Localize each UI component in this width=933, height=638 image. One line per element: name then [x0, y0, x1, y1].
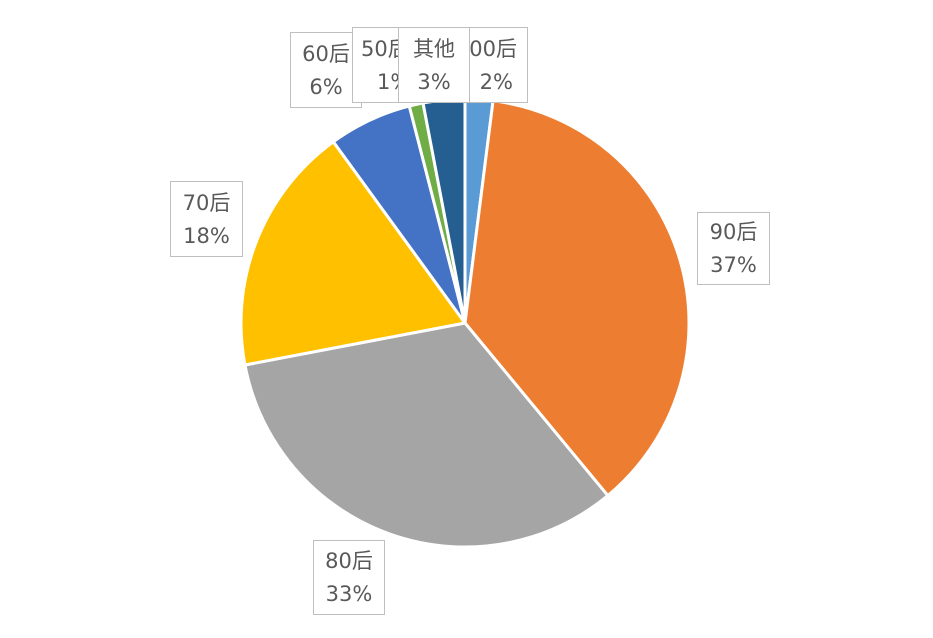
data-label-80: 80后 33%: [313, 540, 385, 615]
label-value: 2%: [479, 70, 513, 94]
data-label-60: 60后 6%: [290, 32, 362, 108]
pie-slice-2: [243, 321, 610, 549]
label-name: 00后: [469, 37, 517, 61]
label-name: 60后: [302, 42, 350, 66]
label-name: 其他: [413, 37, 455, 61]
label-value: 6%: [309, 75, 343, 99]
data-label-other: 其他 3%: [398, 27, 470, 103]
data-label-90: 90后 37%: [697, 212, 770, 285]
label-name: 90后: [709, 220, 758, 244]
pie-slice-3: [239, 139, 468, 367]
label-value: 37%: [710, 253, 757, 277]
label-value: 3%: [417, 70, 451, 94]
label-name: 80后: [325, 549, 373, 573]
label-value: 18%: [183, 224, 230, 248]
data-label-70: 70后 18%: [170, 181, 243, 257]
label-name: 70后: [182, 191, 231, 215]
label-value: 33%: [325, 582, 373, 606]
pie-slice-1: [463, 99, 691, 498]
